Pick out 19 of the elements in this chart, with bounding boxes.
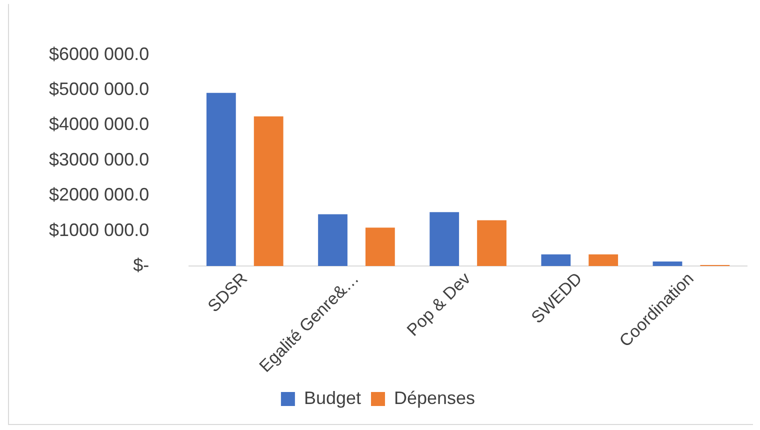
y-tick-label: $6000 000.0	[48, 44, 150, 64]
bar	[652, 261, 682, 266]
y-tick-label: $3000 000.0	[48, 149, 150, 170]
bar	[206, 92, 236, 266]
bar	[477, 220, 506, 266]
bar	[588, 254, 618, 266]
x-tick-label: Pop & Dev	[403, 268, 475, 340]
bar	[318, 214, 348, 266]
y-tick-label: $5000 000.0	[48, 78, 150, 99]
bar	[430, 212, 460, 266]
legend-label: Budget	[304, 388, 362, 408]
bar	[541, 254, 571, 266]
bar	[254, 116, 284, 266]
y-tick-label: $-	[133, 255, 150, 275]
bar	[365, 228, 395, 266]
legend-label: Dépenses	[394, 388, 476, 408]
y-tick-label: $1000 000.0	[48, 220, 150, 240]
y-tick-label: $4000 000.0	[48, 114, 150, 134]
y-tick-label: $2000 000.0	[48, 184, 150, 205]
